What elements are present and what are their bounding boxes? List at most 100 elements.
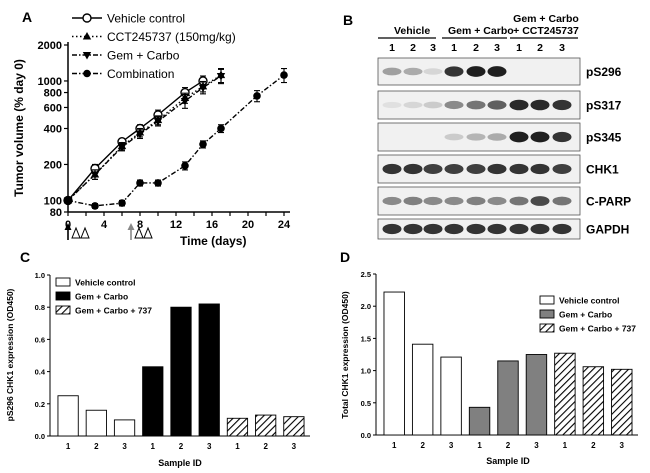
blot-band <box>487 163 507 175</box>
lane-number: 1 <box>389 42 395 54</box>
data-point <box>216 73 226 81</box>
blot-band <box>423 68 443 75</box>
blot-row-label: pS345 <box>586 131 622 145</box>
data-point <box>118 199 126 207</box>
blot-band <box>487 223 507 235</box>
series-line <box>67 75 222 201</box>
bar <box>283 416 305 437</box>
blot-band <box>530 131 550 143</box>
blot-band <box>509 223 529 235</box>
dosing-markers <box>64 223 153 240</box>
blot-band <box>509 131 529 143</box>
blot-band <box>444 223 464 235</box>
legend-label: Gem + Carbo <box>107 49 180 63</box>
blot-band <box>382 196 402 206</box>
legend-label: Vehicle control <box>107 12 185 26</box>
bar <box>383 291 405 436</box>
x-tick-label: 3 <box>534 441 539 450</box>
y-tick-label: 80 <box>50 207 62 219</box>
legend-label: Gem + Carbo + 737 <box>559 324 636 334</box>
blot-group-label: Gem + Carbo <box>513 13 579 25</box>
y-tick-label: 0.0 <box>361 431 371 440</box>
y-tick-label: 2000 <box>38 40 62 52</box>
bar <box>198 303 220 437</box>
lane-number: 3 <box>430 42 436 54</box>
blot-band <box>466 66 486 77</box>
blot-row-label: CHK1 <box>586 163 619 177</box>
data-point <box>154 179 162 187</box>
dose-arrow-head <box>64 223 72 230</box>
y-tick-label: 0.4 <box>35 368 46 377</box>
data-point <box>117 144 127 152</box>
blot-band <box>552 99 572 111</box>
x-tick-label: 8 <box>137 219 143 231</box>
lane-number: 2 <box>473 42 479 54</box>
x-tick-label: 2 <box>420 441 425 450</box>
panel-b-letter: B <box>343 12 353 28</box>
y-tick-label: 100 <box>44 195 62 207</box>
data-point <box>64 196 72 205</box>
dose-triangle <box>71 226 81 239</box>
lane-number: 3 <box>559 42 565 54</box>
blot-band <box>509 99 529 111</box>
blot-row-label: pS296 <box>586 65 622 79</box>
x-tick-label: 4 <box>101 219 108 231</box>
blot-band <box>382 101 402 109</box>
x-tick-label: 3 <box>122 442 127 451</box>
y-tick-label: 600 <box>44 102 62 114</box>
legend-swatch <box>55 305 71 315</box>
y-tick-label: 1.0 <box>361 367 371 376</box>
blot-row-label: GAPDH <box>586 223 629 237</box>
y-tick-label: 0.6 <box>35 335 45 344</box>
legend-swatch <box>55 277 71 287</box>
legend-label: Gem + Carbo <box>75 292 128 302</box>
legend-swatch <box>539 309 555 319</box>
x-tick-label: 16 <box>206 219 218 231</box>
bar <box>611 368 633 436</box>
bar <box>411 343 434 436</box>
blot-band <box>466 100 486 110</box>
data-point <box>180 97 190 106</box>
y-tick-label: 400 <box>44 124 62 136</box>
blot-band <box>509 196 529 206</box>
x-tick-label: 2 <box>94 442 99 451</box>
lane-number: 2 <box>537 42 543 54</box>
x-tick-label: 2 <box>263 442 268 451</box>
blot-band <box>423 223 443 235</box>
x-tick-label: 3 <box>449 441 454 450</box>
bar <box>468 406 491 436</box>
blot-band <box>530 163 550 175</box>
blot-row-label: pS317 <box>586 99 622 113</box>
blot-band <box>382 163 402 175</box>
blot-band <box>403 67 423 76</box>
blot-band <box>487 100 507 110</box>
data-point <box>280 71 288 79</box>
blot-band <box>403 163 423 175</box>
ps296-bar-chart: 0.0 0.2 0.4 0.6 0.8 1.0 1 2 3 1 2 3 1 2 3 pS296 CHK1 … <box>5 271 310 468</box>
blot-band <box>530 196 550 206</box>
western-blot: Vehicle Gem + Carbo Gem + Carbo + CCT245… <box>377 13 631 240</box>
x-axis-label: Sample ID <box>486 456 530 466</box>
blot-band <box>487 66 507 77</box>
bar <box>142 366 164 437</box>
bar <box>255 414 277 437</box>
x-tick-label: 1 <box>151 442 156 451</box>
data-point <box>83 69 91 78</box>
series-line <box>67 74 222 201</box>
blot-band <box>403 196 423 206</box>
y-tick-label: 200 <box>44 159 62 171</box>
bar <box>440 356 462 436</box>
legend-label: Vehicle control <box>75 278 135 288</box>
x-tick-label: 2 <box>591 441 596 450</box>
x-tick-label: 1 <box>235 442 240 451</box>
legend-label: Combination <box>107 67 174 81</box>
data-point <box>91 202 99 210</box>
blot-band <box>530 99 550 111</box>
x-tick-label: 12 <box>170 219 182 231</box>
blot-band <box>382 223 402 235</box>
panel-a-letter: A <box>22 9 32 25</box>
blot-band <box>466 196 486 206</box>
blot-band <box>444 66 464 77</box>
bar <box>57 395 79 437</box>
y-tick-label: 800 <box>44 88 62 100</box>
